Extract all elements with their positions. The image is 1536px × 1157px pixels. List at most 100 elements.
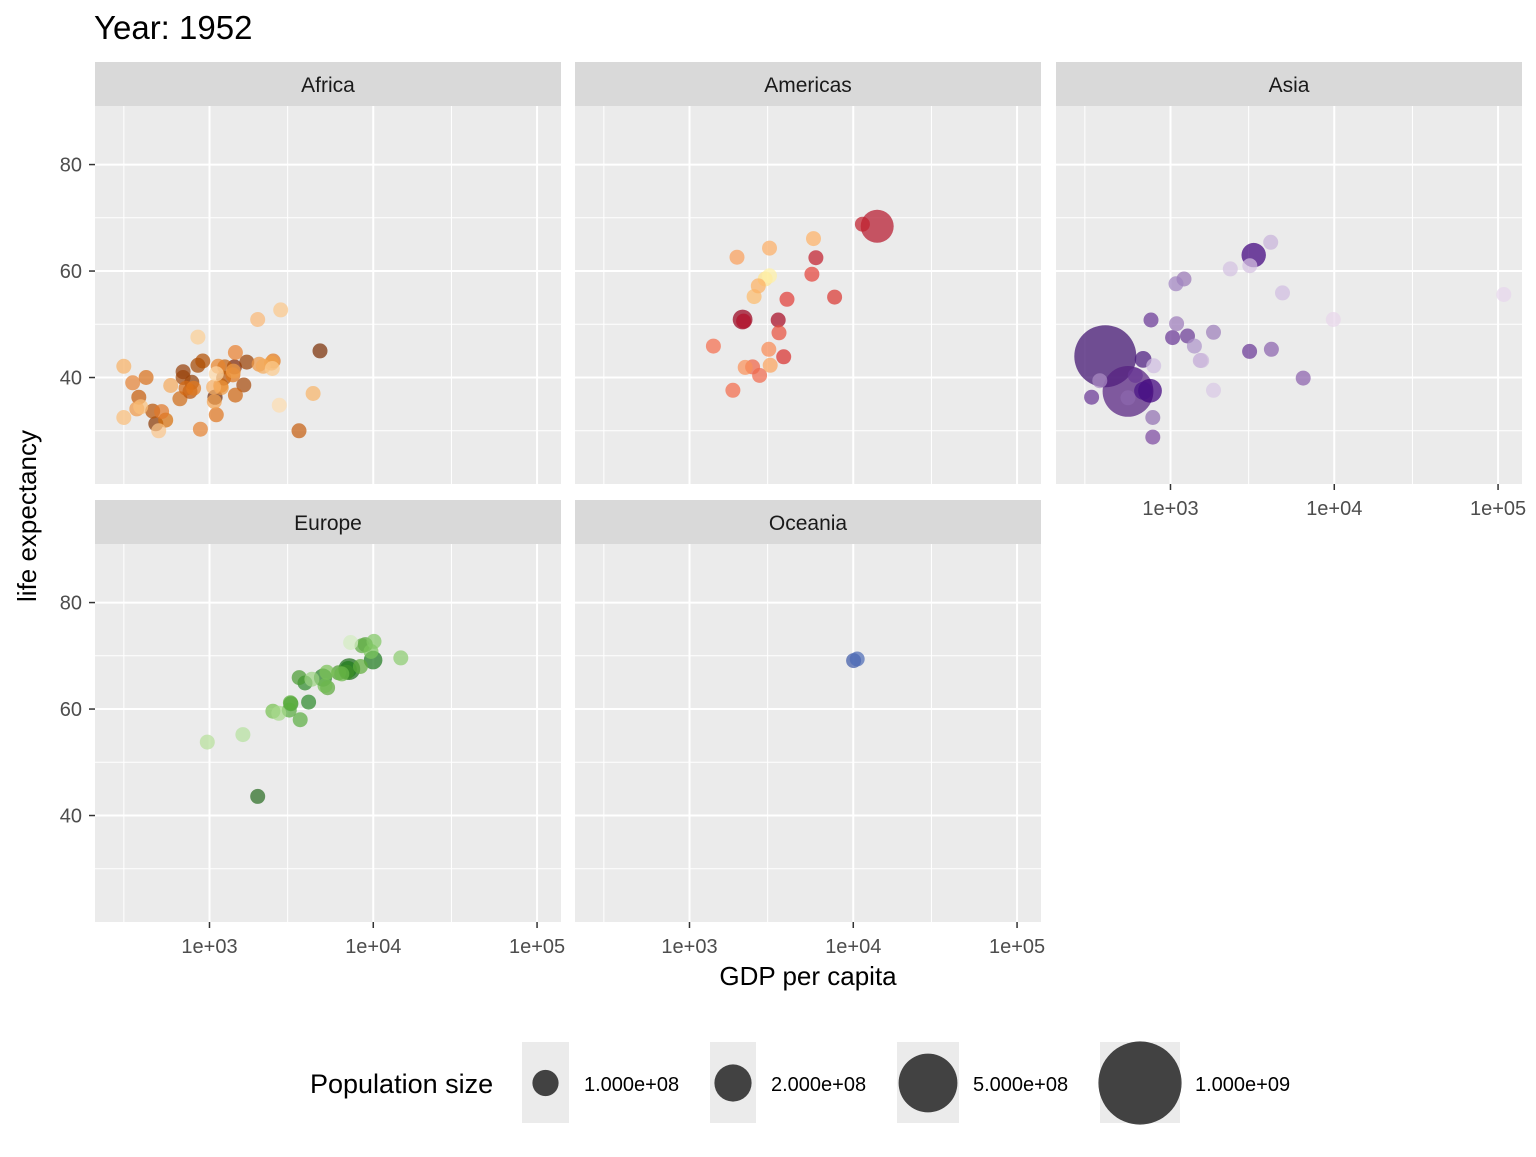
- data-point: [779, 291, 795, 307]
- facet-oceania: Oceania 1e+03 1e+04 1e+05: [575, 500, 1045, 958]
- data-point: [116, 410, 132, 425]
- facet-americas: Americas: [575, 62, 1041, 484]
- y-tick-label: 80: [60, 155, 82, 177]
- data-point: [195, 353, 211, 369]
- data-point: [737, 359, 753, 375]
- data-point: [762, 268, 777, 284]
- data-point: [849, 651, 865, 667]
- data-point: [1146, 358, 1162, 374]
- y-tick-label: 60: [60, 699, 82, 721]
- facet-europe: Europe 40 60 80 1e+03 1e+04 1e+05: [60, 500, 565, 958]
- y-tick-label: 80: [60, 593, 82, 615]
- data-point: [1263, 341, 1279, 357]
- legend-label: 2.000e+08: [771, 1074, 866, 1096]
- data-point: [804, 266, 820, 282]
- population-size-legend: Population size 1.000e+08 2.000e+08 5.000e…: [310, 1041, 1290, 1125]
- legend-key-symbol: [714, 1064, 752, 1102]
- data-point: [271, 705, 287, 721]
- data-point: [282, 695, 298, 711]
- y-axis-title: life expectancy: [12, 430, 42, 602]
- legend-entry: 1.000e+08: [522, 1042, 679, 1123]
- x-tick-label: 1e+03: [661, 936, 717, 958]
- data-point: [304, 671, 320, 687]
- data-point: [343, 635, 359, 650]
- data-point: [776, 349, 792, 365]
- data-point: [1168, 276, 1184, 292]
- data-point: [319, 664, 335, 680]
- data-point: [334, 666, 350, 682]
- data-point: [208, 366, 224, 382]
- data-point: [806, 231, 821, 247]
- data-point: [133, 399, 149, 415]
- data-point: [1325, 312, 1341, 327]
- data-point: [1092, 373, 1108, 389]
- x-tick-label: 1e+05: [989, 936, 1045, 958]
- y-tick-label: 40: [60, 806, 82, 828]
- data-point: [827, 289, 843, 305]
- data-point: [750, 278, 766, 294]
- data-point: [1143, 312, 1159, 328]
- data-point: [151, 423, 167, 439]
- data-point: [1295, 370, 1311, 386]
- data-point: [116, 358, 132, 374]
- data-point: [1134, 381, 1153, 400]
- data-point: [225, 363, 241, 379]
- legend-label: 1.000e+09: [1195, 1074, 1290, 1096]
- data-point: [186, 380, 202, 396]
- panel-background: [95, 544, 561, 922]
- data-point: [771, 325, 787, 341]
- data-point: [154, 404, 170, 420]
- data-point: [725, 382, 741, 398]
- data-point: [175, 364, 191, 380]
- facet-label: Oceania: [769, 512, 848, 535]
- data-point: [1145, 410, 1161, 425]
- panel-background: [575, 106, 1041, 484]
- data-point: [190, 329, 206, 345]
- data-point: [1242, 258, 1258, 274]
- data-point: [761, 341, 777, 357]
- data-point: [352, 659, 368, 674]
- data-point: [854, 216, 870, 232]
- facet-strip: [575, 62, 1041, 106]
- facet-label: Asia: [1269, 74, 1310, 97]
- data-point: [752, 367, 768, 383]
- facet-label: Africa: [301, 74, 355, 97]
- data-point: [1127, 367, 1143, 383]
- facet-strip: [95, 500, 561, 544]
- facet-label: Americas: [764, 74, 852, 97]
- data-point: [301, 694, 317, 710]
- legend-label: 5.000e+08: [973, 1074, 1068, 1096]
- x-tick-label: 1e+03: [1142, 498, 1198, 520]
- data-point: [1275, 285, 1290, 301]
- y-tick-label: 40: [60, 368, 82, 390]
- data-point: [1186, 338, 1202, 354]
- data-point: [1222, 261, 1238, 277]
- legend-title: Population size: [310, 1069, 493, 1099]
- data-point: [250, 788, 266, 804]
- data-point: [1496, 287, 1512, 302]
- data-point: [1145, 429, 1161, 445]
- legend-label: 1.000e+08: [584, 1074, 679, 1096]
- data-point: [250, 312, 266, 327]
- data-point: [317, 678, 333, 694]
- data-point: [192, 421, 208, 437]
- legend-entry: 2.000e+08: [710, 1042, 866, 1123]
- panel-background: [575, 544, 1041, 922]
- data-point: [729, 249, 745, 265]
- data-point: [138, 370, 154, 385]
- data-point: [1263, 234, 1279, 250]
- data-point: [1169, 316, 1185, 332]
- data-point: [271, 397, 287, 413]
- data-point: [1120, 390, 1136, 406]
- facet-asia: Asia 1e+03 1e+04 1e+05: [1056, 62, 1526, 520]
- data-point: [236, 377, 252, 393]
- facet-africa: Africa 40 60 80: [60, 62, 561, 484]
- data-point: [1165, 330, 1181, 346]
- data-point: [1242, 343, 1258, 359]
- data-point: [227, 345, 243, 360]
- x-tick-label: 1e+04: [825, 936, 881, 958]
- data-point: [1194, 353, 1210, 368]
- data-point: [125, 375, 141, 391]
